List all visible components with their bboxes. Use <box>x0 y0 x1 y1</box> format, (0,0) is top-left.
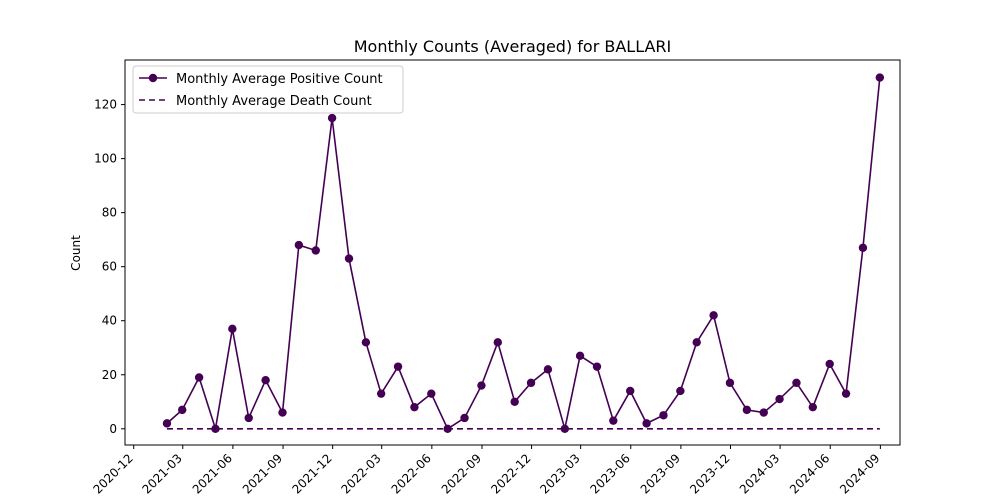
positive-count-point <box>592 362 602 371</box>
positive-count-point <box>493 338 502 347</box>
positive-count-point <box>376 389 386 398</box>
positive-count-point <box>676 386 685 396</box>
plot-area <box>124 59 901 446</box>
y-tick-label: 80 <box>102 206 117 220</box>
positive-count-point <box>361 338 371 347</box>
positive-count-point <box>792 378 801 388</box>
positive-count-point <box>575 351 585 361</box>
legend: Monthly Average Positive Count Monthly Av… <box>132 65 404 114</box>
positive-count-point <box>825 359 834 369</box>
positive-count-point <box>775 394 784 404</box>
legend-entry-label: Monthly Average Death Count <box>176 94 372 109</box>
legend-marker-sample <box>148 73 158 83</box>
positive-count-point <box>725 378 735 388</box>
positive-count-point <box>709 311 718 320</box>
positive-count-point <box>228 324 237 334</box>
positive-count-point <box>543 365 553 374</box>
positive-count-point <box>642 419 651 428</box>
positive-count-point <box>162 419 172 428</box>
positive-count-point <box>261 375 270 385</box>
y-tick-label: 0 <box>109 422 117 436</box>
positive-count-point <box>194 373 204 382</box>
positive-count-point <box>460 413 469 423</box>
y-axis: 0 20 40 60 80 100 120 <box>94 98 125 436</box>
positive-count-point <box>427 389 436 398</box>
positive-count-point <box>692 338 701 347</box>
y-tick-label: 120 <box>94 98 117 112</box>
positive-count-point <box>327 113 337 123</box>
y-tick-label: 40 <box>102 314 117 328</box>
positive-count-point <box>393 362 403 371</box>
positive-count-point <box>609 416 618 425</box>
y-axis-label: Count <box>69 235 83 271</box>
legend-entry-label: Monthly Average Positive Count <box>176 72 383 87</box>
positive-count-point <box>808 402 817 412</box>
positive-count-point <box>211 424 220 433</box>
legend-box <box>132 65 404 114</box>
y-tick-label: 20 <box>102 368 117 382</box>
positive-count-point <box>244 413 253 423</box>
positive-count-point <box>626 386 635 396</box>
positive-count-point <box>311 246 320 255</box>
chart-title: Monthly Counts (Averaged) for BALLARI <box>354 37 672 56</box>
y-tick-label: 100 <box>94 152 117 166</box>
positive-count-point <box>841 389 851 398</box>
series-layer <box>162 73 885 433</box>
positive-count-point <box>278 408 287 417</box>
positive-count-point <box>344 254 354 263</box>
positive-count-point <box>410 402 419 412</box>
positive-count-point <box>659 411 668 420</box>
positive-count-point <box>560 424 570 433</box>
positive-count-point <box>178 405 187 415</box>
positive-count-point <box>759 408 768 417</box>
plot-frame <box>124 59 901 446</box>
positive-count-point <box>294 240 304 250</box>
positive-count-point <box>858 243 868 252</box>
positive-count-point <box>875 73 885 82</box>
positive-count-point <box>477 381 486 390</box>
positive-count-point <box>526 378 536 388</box>
y-tick-label: 60 <box>102 260 117 274</box>
positive-count-point <box>742 405 752 415</box>
positive-count-point <box>510 397 519 406</box>
